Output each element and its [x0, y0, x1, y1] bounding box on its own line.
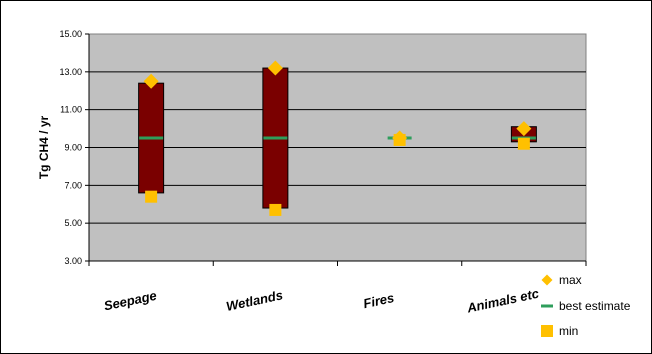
y-tick-label: 5.00 [64, 218, 82, 228]
legend-label: min [559, 324, 578, 338]
y-tick-label: 7.00 [64, 180, 82, 190]
min-point [145, 190, 158, 203]
max-point [267, 60, 283, 76]
y-tick-label: 9.00 [64, 143, 82, 153]
y-tick-label: 3.00 [64, 256, 82, 266]
min-point [269, 203, 282, 216]
max-point [143, 73, 159, 89]
legend-max-icon [541, 274, 553, 286]
y-axis-title: Tg CH4 / yr [37, 116, 51, 180]
max-point [392, 130, 408, 146]
y-tick-label: 11.00 [60, 105, 82, 115]
x-category-label: Animals etc [465, 286, 541, 316]
y-tick-label: 15.00 [59, 29, 82, 39]
legend-label: best estimate [559, 299, 631, 313]
max-point [516, 121, 532, 137]
x-category-label: Wetlands [225, 287, 284, 314]
min-point [517, 137, 530, 150]
legend-min-icon [541, 325, 553, 337]
x-category-label: Fires [362, 290, 396, 311]
y-tick-label: 13.00 [59, 67, 82, 77]
legend-label: max [559, 273, 582, 287]
x-category-label: Seepage [102, 288, 157, 314]
